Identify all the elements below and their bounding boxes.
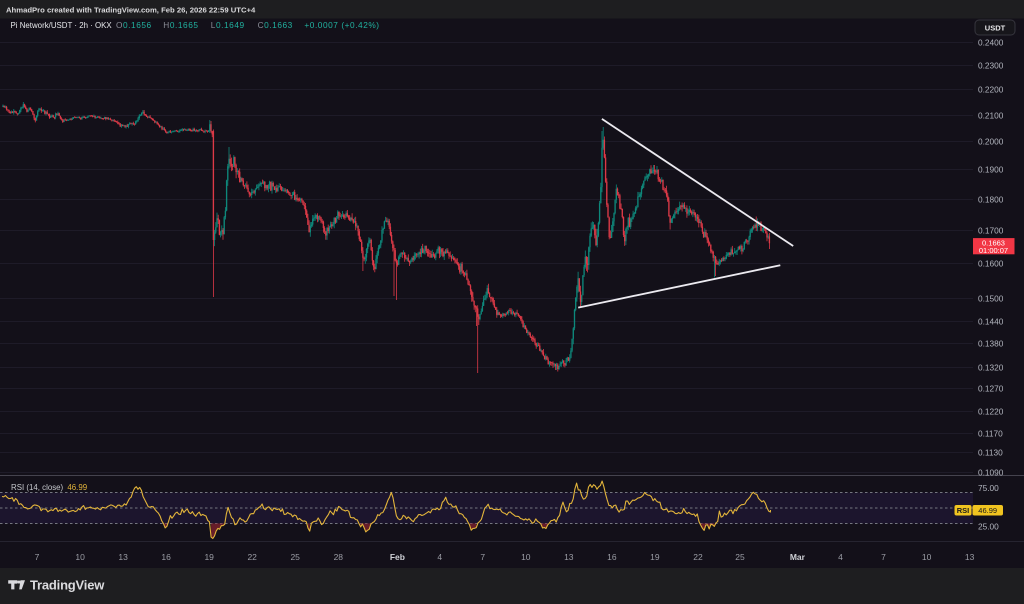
svg-text:TradingView: TradingView — [30, 578, 105, 593]
svg-text:Mar: Mar — [790, 552, 806, 562]
svg-text:0.2300: 0.2300 — [978, 60, 1004, 70]
svg-text:0.2000: 0.2000 — [978, 136, 1004, 146]
svg-text:0.2200: 0.2200 — [978, 84, 1004, 94]
svg-text:19: 19 — [650, 552, 660, 562]
svg-text:0.1220: 0.1220 — [978, 406, 1004, 416]
svg-text:10: 10 — [922, 552, 932, 562]
svg-text:13: 13 — [965, 552, 975, 562]
svg-text:L0.1649: L0.1649 — [211, 20, 245, 30]
svg-text:0.1600: 0.1600 — [978, 258, 1004, 268]
svg-text:22: 22 — [247, 552, 257, 562]
svg-text:10: 10 — [521, 552, 531, 562]
svg-text:C0.1663: C0.1663 — [258, 20, 293, 30]
svg-text:13: 13 — [564, 552, 574, 562]
svg-text:46.99: 46.99 — [978, 506, 997, 515]
svg-text:0.1800: 0.1800 — [978, 194, 1004, 204]
svg-text:7: 7 — [35, 552, 40, 562]
svg-text:+0.0007 (+0.42%): +0.0007 (+0.42%) — [304, 20, 379, 30]
svg-text:O0.1656: O0.1656 — [116, 20, 152, 30]
svg-text:0.1090: 0.1090 — [978, 467, 1004, 477]
svg-text:0.2100: 0.2100 — [978, 110, 1004, 120]
svg-text:01:00:07: 01:00:07 — [979, 246, 1008, 255]
svg-text:0.1130: 0.1130 — [978, 447, 1003, 457]
svg-text:46.99: 46.99 — [67, 483, 87, 492]
svg-text:10: 10 — [75, 552, 85, 562]
svg-text:7: 7 — [881, 552, 886, 562]
svg-text:75.00: 75.00 — [978, 483, 999, 493]
svg-text:22: 22 — [693, 552, 703, 562]
svg-text:19: 19 — [204, 552, 214, 562]
svg-text:16: 16 — [161, 552, 171, 562]
svg-text:0.1380: 0.1380 — [978, 338, 1004, 348]
svg-text:0.1700: 0.1700 — [978, 225, 1004, 235]
svg-text:25: 25 — [735, 552, 745, 562]
svg-text:H0.1665: H0.1665 — [163, 20, 198, 30]
svg-text:0.1270: 0.1270 — [978, 383, 1004, 393]
svg-text:USDT: USDT — [985, 24, 1006, 33]
svg-text:13: 13 — [118, 552, 128, 562]
svg-text:0.1440: 0.1440 — [978, 316, 1004, 326]
svg-text:RSI (14, close): RSI (14, close) — [11, 483, 64, 492]
svg-text:Feb: Feb — [390, 552, 405, 562]
svg-text:0.1663: 0.1663 — [982, 238, 1005, 247]
svg-text:Pi Network/USDT · 2h · OKX: Pi Network/USDT · 2h · OKX — [11, 21, 113, 30]
svg-text:0.1500: 0.1500 — [978, 293, 1004, 303]
svg-text:0.1900: 0.1900 — [978, 164, 1004, 174]
svg-text:0.2400: 0.2400 — [978, 37, 1004, 47]
svg-text:28: 28 — [334, 552, 344, 562]
svg-text:16: 16 — [607, 552, 617, 562]
svg-text:4: 4 — [437, 552, 442, 562]
svg-text:0.1320: 0.1320 — [978, 362, 1004, 372]
svg-text:AhmadPro created with TradingV: AhmadPro created with TradingView.com, F… — [6, 6, 256, 15]
svg-text:4: 4 — [838, 552, 843, 562]
svg-text:RSI: RSI — [957, 506, 970, 515]
svg-text:7: 7 — [480, 552, 485, 562]
svg-text:25.00: 25.00 — [978, 522, 999, 532]
svg-text:25: 25 — [290, 552, 300, 562]
svg-text:0.1170: 0.1170 — [978, 428, 1003, 438]
